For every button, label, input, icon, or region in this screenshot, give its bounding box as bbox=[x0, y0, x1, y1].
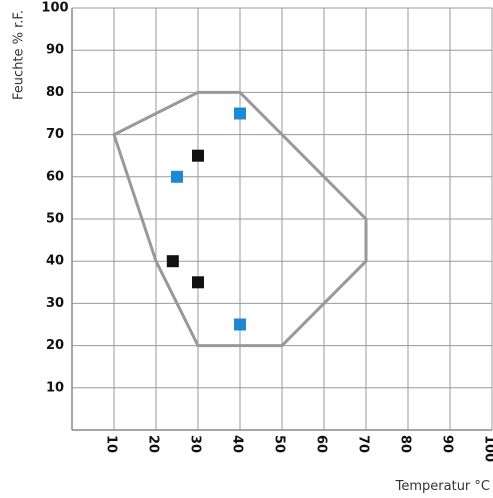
y-tick-label: 90 bbox=[46, 43, 64, 58]
x-tick-label: 50 bbox=[272, 435, 287, 453]
data-point-black bbox=[192, 276, 204, 289]
operating-region-outline bbox=[112, 90, 368, 348]
x-tick-label: 20 bbox=[146, 435, 161, 453]
data-point-blue bbox=[234, 318, 246, 331]
data-points bbox=[166, 107, 246, 331]
y-tick-label: 70 bbox=[46, 127, 64, 142]
data-point-black bbox=[166, 255, 179, 268]
x-tick-label: 10 bbox=[104, 435, 119, 453]
x-tick-label: 60 bbox=[314, 435, 329, 453]
x-tick-label: 70 bbox=[356, 435, 371, 453]
y-tick-label: 20 bbox=[46, 338, 64, 353]
grid bbox=[71, 7, 493, 431]
y-tick-label: 40 bbox=[46, 254, 64, 269]
data-point-blue bbox=[234, 107, 246, 120]
y-tick-label: 50 bbox=[46, 212, 64, 227]
x-tick-label: 100 bbox=[482, 435, 493, 462]
y-tick-label: 30 bbox=[46, 296, 64, 311]
data-point-blue bbox=[171, 170, 183, 183]
y-tick-label: 100 bbox=[41, 1, 68, 16]
x-tick-label: 30 bbox=[188, 435, 203, 453]
y-axis-label: Feuchte % r.F. bbox=[12, 10, 27, 100]
y-tick-label: 80 bbox=[46, 85, 64, 100]
y-tick-label: 60 bbox=[46, 169, 64, 184]
x-tick-labels: 10 20 30 40 50 60 70 80 90 100 bbox=[104, 435, 493, 462]
x-tick-label: 90 bbox=[440, 435, 455, 453]
data-point-black bbox=[192, 149, 204, 162]
x-tick-label: 40 bbox=[230, 435, 245, 453]
y-tick-labels: 10 20 30 40 50 60 70 80 90 100 bbox=[41, 1, 68, 396]
x-tick-label: 80 bbox=[398, 435, 413, 453]
x-axis-label: Temperatur °C bbox=[395, 479, 490, 494]
y-tick-label: 10 bbox=[46, 380, 64, 395]
